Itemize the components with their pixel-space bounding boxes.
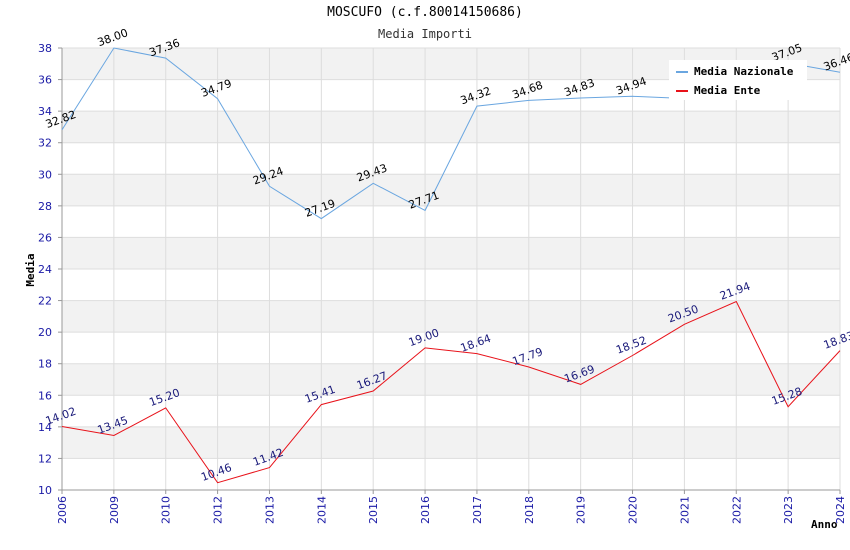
grid-band: [62, 300, 840, 333]
y-tick-label: 16: [38, 389, 52, 402]
x-tick-label: 2012: [212, 496, 225, 524]
grid-band: [62, 332, 840, 364]
grid-band: [62, 363, 840, 396]
x-tick-labels: 2006 2009 2010 2012 2013 2014 2015 2016 2017 2018…: [56, 496, 847, 524]
x-tick-label: 2006: [56, 496, 69, 524]
y-tick-label: 26: [38, 231, 52, 244]
grid-band: [62, 458, 840, 490]
x-tick-label: 2021: [678, 496, 691, 524]
x-tick-label: 2015: [367, 496, 380, 524]
x-tick-label: 2022: [730, 496, 743, 524]
y-tick-label: 32: [38, 137, 52, 150]
chart-title: MOSCUFO (c.f.80014150686): [327, 5, 523, 20]
legend-box: [669, 60, 807, 100]
grid-band: [62, 269, 840, 301]
y-tick-label: 28: [38, 200, 52, 213]
y-tick-label: 18: [38, 358, 52, 371]
y-tick-label: 30: [38, 168, 52, 181]
grid-band: [62, 426, 840, 459]
legend-label-media-ente: Media Ente: [694, 84, 761, 97]
legend-label-media-nazionale: Media Nazionale: [694, 65, 794, 78]
x-axis-title: Anno: [811, 518, 838, 531]
x-tick-label: 2020: [627, 496, 640, 524]
series-line-media-ente: [61, 300, 841, 484]
grid-band: [62, 205, 840, 238]
y-tick-label: 22: [38, 295, 52, 308]
y-tick-label: 38: [38, 42, 52, 55]
legend: Media Nazionale Media Ente: [669, 60, 807, 100]
y-tick-label: 24: [38, 263, 52, 276]
grid-band: [62, 237, 840, 269]
axes: [58, 47, 841, 494]
y-tick-label: 34: [38, 105, 52, 118]
x-tick-label: 2009: [108, 496, 121, 524]
grid-bands: [62, 48, 840, 490]
data-label-media-nazionale: 38.00: [96, 26, 130, 49]
x-tick-label: 2018: [523, 496, 536, 524]
y-tick-label: 20: [38, 326, 52, 339]
y-tick-label: 14: [38, 421, 52, 434]
y-axis-title: Media: [24, 253, 37, 286]
x-tick-label: 2017: [471, 496, 484, 524]
x-tick-label: 2013: [263, 496, 276, 524]
x-tick-label: 2014: [315, 496, 328, 524]
grid-band: [62, 174, 840, 206]
y-tick-label: 10: [38, 484, 52, 497]
grid-band: [62, 111, 840, 143]
y-tick-labels: 10 12 14 16 18 20 22 24 26 28 30 32 34 36 38: [38, 42, 52, 497]
y-tick-label: 12: [38, 452, 52, 465]
x-tick-label: 2010: [160, 496, 173, 524]
chart-subtitle: Media Importi: [378, 27, 472, 41]
x-tick-label: 2024: [834, 496, 847, 524]
x-tick-label: 2019: [575, 496, 588, 524]
grid-band: [62, 395, 840, 427]
y-tick-label: 36: [38, 74, 52, 87]
x-tick-label: 2016: [419, 496, 432, 524]
x-tick-label: 2023: [782, 496, 795, 524]
